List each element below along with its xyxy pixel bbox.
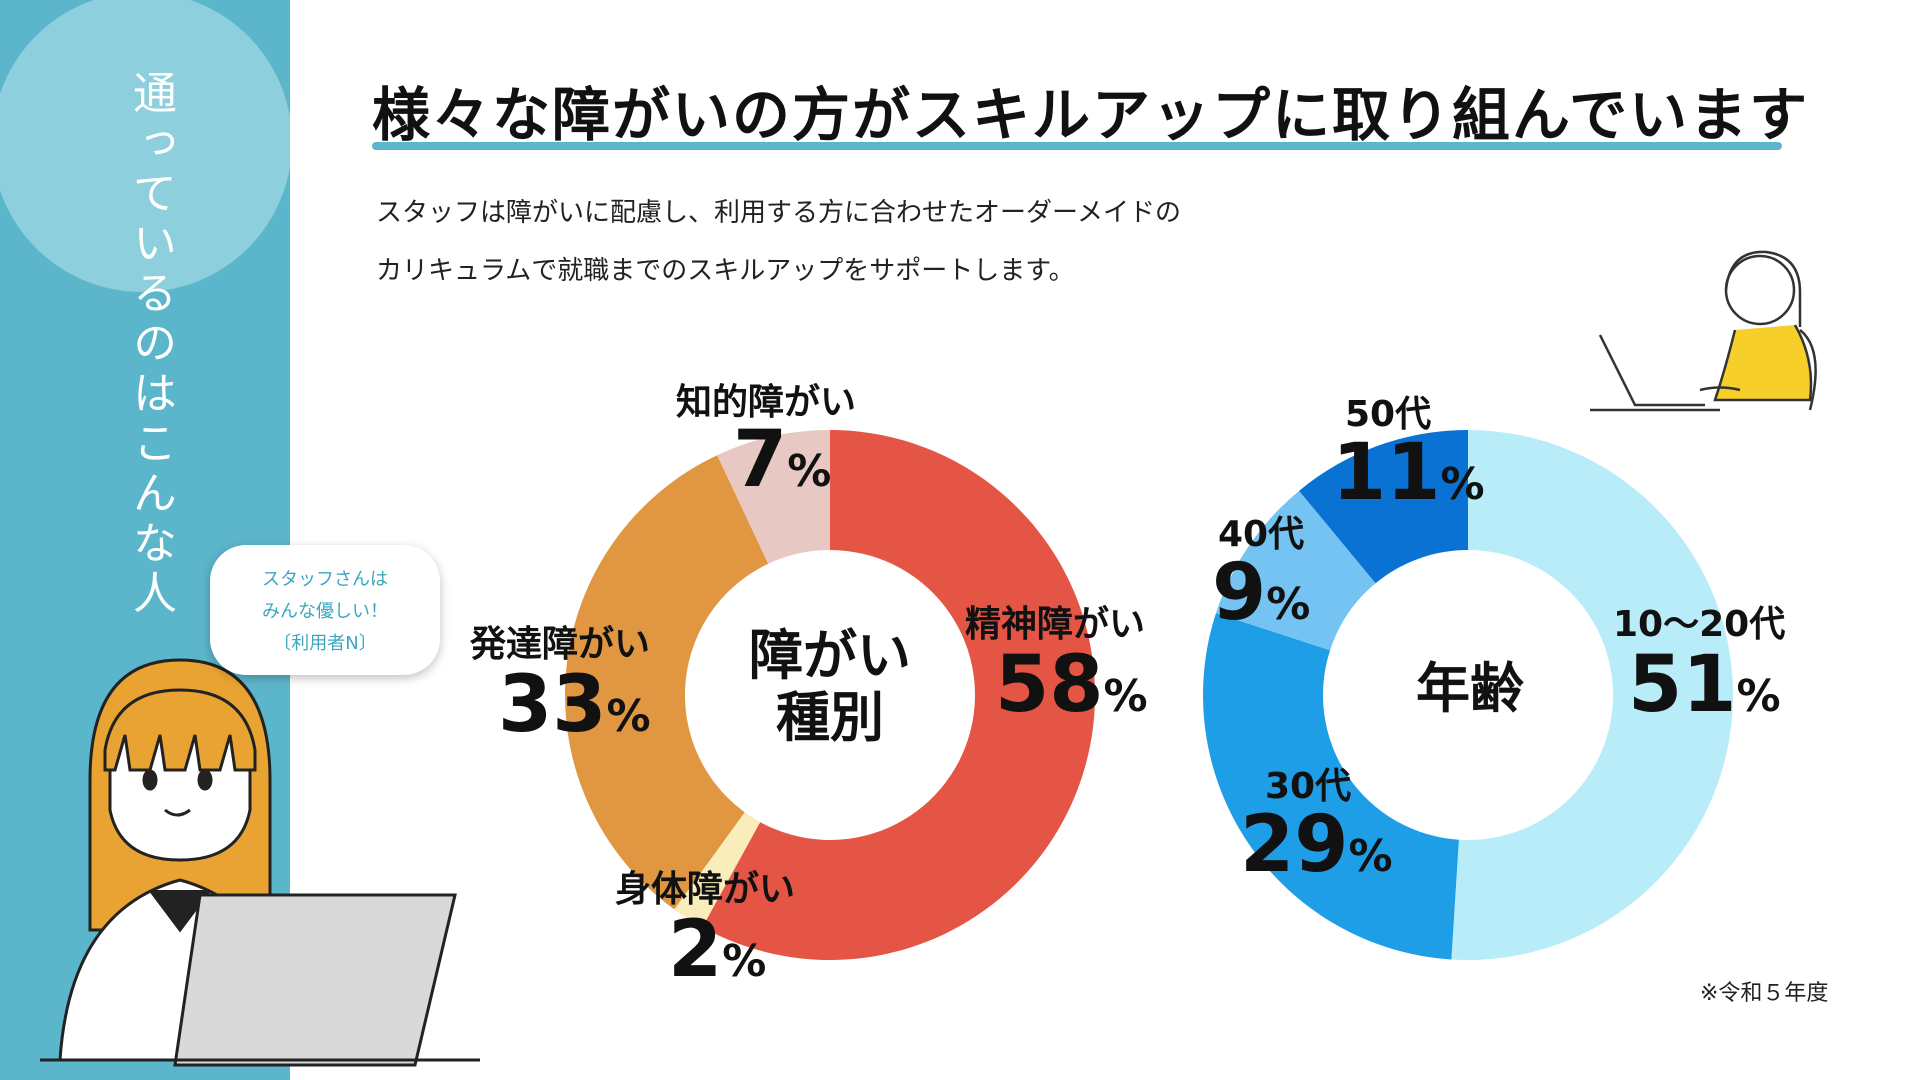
donut-slice-1 bbox=[1202, 613, 1459, 960]
speech-bubble-line-2: みんな優しい！ bbox=[262, 601, 388, 622]
speech-bubble-line-1: スタッフさんは bbox=[262, 569, 388, 590]
woman-laptop-illustration bbox=[40, 658, 480, 1067]
speech-bubble bbox=[210, 545, 440, 675]
age-chart-center-label: 年齢 bbox=[1370, 658, 1570, 720]
slice-value-number: 29 bbox=[1240, 800, 1349, 890]
slice-value-unit: % bbox=[1348, 831, 1393, 882]
person-laptop-illustration bbox=[1590, 250, 1817, 412]
title-underline bbox=[372, 142, 1782, 150]
age-chart-title: 年齢 bbox=[1416, 657, 1524, 720]
slice-value-unit: % bbox=[606, 691, 651, 742]
slice-label-name: 50代 bbox=[1345, 394, 1432, 435]
slice-label-name: 精神障がい bbox=[965, 604, 1146, 645]
slice-label-name: 10〜20代 bbox=[1613, 604, 1786, 645]
slice-label-name: 知的障がい bbox=[676, 382, 857, 423]
slice-label-value: 51% bbox=[1628, 640, 1781, 730]
slice-label-name: 身体障がい bbox=[615, 869, 796, 910]
slice-value-unit: % bbox=[1736, 671, 1781, 722]
disability-chart-title-line-1: 障がい bbox=[749, 624, 911, 687]
slice-label-value: 58% bbox=[995, 640, 1148, 730]
slice-label-value: 2% bbox=[668, 905, 766, 995]
slice-label-value: 7% bbox=[733, 415, 831, 505]
slice-label-name: 発達障がい bbox=[470, 624, 651, 665]
age-donut-chart bbox=[1202, 430, 1733, 960]
slice-label-value: 11% bbox=[1332, 428, 1485, 518]
donut-slice-1 bbox=[674, 812, 761, 928]
sidebar-circle-decoration bbox=[0, 0, 290, 292]
disability-chart-title-line-2: 種別 bbox=[776, 686, 884, 749]
slice-value-unit: % bbox=[1440, 459, 1485, 510]
slice-value-number: 9 bbox=[1212, 548, 1267, 638]
slice-value-unit: % bbox=[1266, 579, 1311, 630]
description-line-2: カリキュラムで就職までのスキルアップをサポートします。 bbox=[376, 256, 1075, 286]
donut-slice-3 bbox=[1299, 430, 1468, 584]
slice-value-number: 7 bbox=[733, 415, 788, 505]
slice-label-value: 29% bbox=[1240, 800, 1393, 890]
page-title: 様々な障がいの方がスキルアップに取り組んでいます bbox=[372, 81, 1810, 149]
slice-label-name: 40代 bbox=[1218, 514, 1305, 555]
slice-label-value: 9% bbox=[1212, 548, 1310, 638]
sidebar-heading: 通っているのはこんな人 bbox=[125, 70, 176, 620]
slice-value-number: 51 bbox=[1628, 640, 1737, 730]
donut-slice-0 bbox=[1451, 430, 1733, 960]
description-line-1: スタッフは障がいに配慮し、利用する方に合わせたオーダーメイドの bbox=[376, 198, 1181, 228]
disability-chart-center-label: 障がい 種別 bbox=[720, 625, 940, 749]
slice-value-number: 33 bbox=[498, 660, 607, 750]
slice-value-unit: % bbox=[1103, 671, 1148, 722]
slice-value-unit: % bbox=[722, 936, 767, 987]
donut-slice-0 bbox=[702, 430, 1095, 961]
donut-slice-3 bbox=[717, 430, 830, 564]
slice-value-number: 11 bbox=[1332, 428, 1441, 518]
donut-slice-2 bbox=[1215, 490, 1376, 651]
slice-label-value: 33% bbox=[498, 660, 651, 750]
slice-value-unit: % bbox=[787, 446, 832, 497]
slice-label-name: 30代 bbox=[1265, 766, 1352, 807]
disability-donut-chart bbox=[564, 430, 1095, 961]
footnote: ※令和５年度 bbox=[1700, 981, 1829, 1006]
slice-value-number: 2 bbox=[668, 905, 723, 995]
speech-bubble-line-3: 〔利用者N〕 bbox=[273, 633, 377, 654]
donut-slice-2 bbox=[564, 455, 769, 910]
slice-value-number: 58 bbox=[995, 640, 1104, 730]
